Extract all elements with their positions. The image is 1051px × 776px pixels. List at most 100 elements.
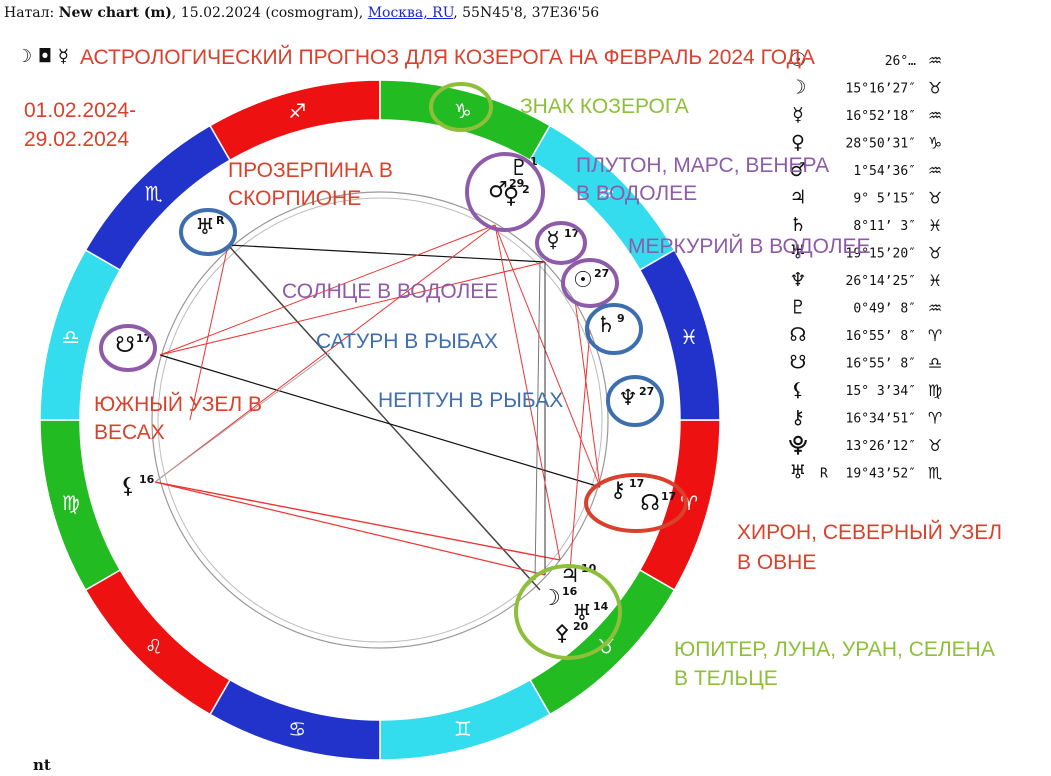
- position-sign-icon: ♏: [928, 464, 942, 483]
- footer-text: nt: [33, 756, 51, 774]
- position-row: ♆ 26°14’25″ ♓: [789, 269, 942, 291]
- city-link[interactable]: Москва, RU: [367, 5, 454, 21]
- position-row: ♂ 1°54’36″ ♒: [789, 159, 942, 181]
- position-planet-icon: ♀: [791, 132, 805, 154]
- position-row: ♅ 19°15’20″ ♉: [789, 242, 942, 264]
- venus-icon: ♀: [503, 184, 519, 209]
- planet-chiron[interactable]: ⚷ 17: [610, 477, 644, 503]
- planet-sun[interactable]: ☉ 27: [573, 267, 609, 293]
- position-planet-icon: ♅: [789, 462, 806, 484]
- planet-lilith[interactable]: ⚸ 16: [120, 473, 155, 499]
- position-sign-icon: ♓: [928, 216, 942, 235]
- planet-neptune[interactable]: ♆ 27: [618, 385, 654, 411]
- chiron-degree: 17: [629, 477, 644, 490]
- position-planet-icon: ♄: [789, 214, 806, 236]
- pluto-label-1: ПЛУТОН, МАРС, ВЕНЕРА: [576, 154, 829, 177]
- position-planet-icon: ☋: [790, 352, 807, 374]
- proserpina-degree: R: [216, 214, 225, 227]
- planet-mercury[interactable]: ☿ 17: [546, 227, 579, 253]
- zodiac-glyph-leo-icon: ♌: [145, 634, 163, 658]
- position-value: 9° 5’15″: [853, 192, 916, 207]
- jupiter-icon: ♃: [560, 563, 580, 588]
- inner-circle-inner: [157, 197, 603, 643]
- aspect-line: [154, 481, 546, 576]
- selena-degree: 20: [573, 620, 589, 633]
- position-value: 8°11’ 3″: [853, 219, 916, 234]
- mercury-degree: 17: [564, 227, 579, 240]
- planet-selena[interactable]: ⚴ 20: [554, 620, 589, 646]
- chiron-label-1: ХИРОН, СЕВЕРНЫЙ УЗЕЛ: [737, 520, 1002, 544]
- position-sign-icon: ♉: [928, 244, 942, 263]
- aspect-line: [494, 224, 601, 488]
- lilith-degree: 16: [139, 473, 155, 486]
- uranus-icon: ♅: [572, 601, 592, 626]
- uranus-degree: 14: [593, 600, 609, 613]
- position-sign-icon: ♉: [928, 436, 942, 455]
- sun-label: СОЛНЦЕ В ВОДОЛЕЕ: [282, 280, 498, 303]
- position-value: 19°15’20″: [846, 247, 916, 262]
- position-planet-icon: ♇: [789, 297, 806, 319]
- pluto-degree: 1: [530, 155, 538, 168]
- neptune-degree: 27: [639, 385, 654, 398]
- planet-pluto[interactable]: ♇ 1: [509, 155, 538, 181]
- planet-uranus[interactable]: ♅ 14: [572, 600, 609, 626]
- chiron-node-highlight: [584, 473, 688, 533]
- north-node-icon: ☊: [640, 491, 660, 516]
- position-sign-icon: ♈: [928, 326, 942, 345]
- zodiac-glyph-libra-icon: ♎: [62, 325, 80, 349]
- aspect-line: [154, 352, 331, 483]
- pluto-label-2: В ВОДОЛЕЕ: [576, 182, 697, 205]
- position-row: ☽ 15°16’27″ ♉: [789, 77, 942, 99]
- forecast-title: АСТРОЛОГИЧЕСКИЙ ПРОГНОЗ ДЛЯ КОЗЕРОГА НА …: [80, 45, 815, 69]
- position-sign-icon: ♒: [928, 161, 942, 180]
- planet-moon[interactable]: ☽ 16: [541, 585, 578, 611]
- south-node-highlight: [99, 324, 157, 372]
- planet-south-node[interactable]: ☋ 17: [115, 332, 151, 358]
- position-planet-icon: ♂: [789, 159, 806, 181]
- sun-icon: ☉: [573, 268, 593, 293]
- planet-venus[interactable]: ♀ 2: [503, 183, 530, 209]
- position-row: ☊ 16°55’ 8″ ♈: [790, 324, 943, 346]
- mercury-icon: ☿: [546, 228, 560, 253]
- saturn-degree: 9: [617, 312, 625, 325]
- aspect-line: [159, 224, 496, 356]
- zodiac-glyph-sagittarius-icon: ♐: [288, 99, 306, 123]
- aspect-line: [227, 244, 541, 591]
- capricorn-label: ЗНАК КОЗЕРОГА: [520, 95, 689, 118]
- aspect-line: [189, 244, 229, 421]
- proserpina-icon: ♅: [195, 215, 215, 240]
- aspect-line: [574, 299, 601, 488]
- position-value: 19°43’52″: [846, 467, 916, 482]
- position-sign-icon: ♎: [928, 354, 942, 373]
- toolbar-icons[interactable]: ☽ ◘ ☿: [16, 46, 69, 67]
- zodiac-glyph-aquarius-icon: ♒: [597, 182, 615, 206]
- planet-proserpina[interactable]: ♅ R: [195, 214, 225, 240]
- saturn-icon: ♄: [596, 313, 616, 338]
- position-planet-icon: ♅: [789, 242, 806, 264]
- position-planet-icon: ☿: [792, 104, 804, 126]
- position-row: ♅ R 19°43’52″ ♏: [789, 462, 942, 484]
- zodiac-segment-pisces: [638, 248, 721, 421]
- position-value: 13°26’12″: [846, 439, 916, 454]
- chart-header: Натал: New chart (m), 15.02.2024 (cosmog…: [4, 5, 599, 21]
- planet-saturn[interactable]: ♄ 9: [596, 312, 625, 338]
- mercury-highlight: [535, 221, 587, 265]
- position-row: ☋ 16°55’ 8″ ♎: [790, 352, 943, 374]
- moon-icon: ☽: [541, 586, 561, 611]
- position-sign-icon: ♓: [928, 271, 942, 290]
- neptune-highlight: [606, 375, 664, 427]
- jupiter-label-1: ЮПИТЕР, ЛУНА, УРАН, СЕЛЕНА: [674, 638, 995, 661]
- chart-coords: , 55N45'8, 37E36'56: [453, 5, 600, 21]
- aspect-line: [154, 481, 561, 561]
- mercury-label: МЕРКУРИЙ В ВОДОЛЕЕ: [628, 234, 870, 258]
- zodiac-segment-virgo: [39, 419, 122, 592]
- position-value: 26°…: [885, 54, 916, 69]
- position-value: 16°52’18″: [846, 109, 916, 124]
- planet-north-node[interactable]: ☊ 17: [640, 490, 676, 516]
- position-row: ♃ 9° 5’15″ ♉: [789, 187, 942, 209]
- position-value: 16°34’51″: [846, 412, 916, 427]
- sun-highlight: [561, 258, 619, 308]
- position-planet-icon: ♆: [789, 269, 806, 291]
- planet-mars[interactable]: ♂ 29: [488, 177, 524, 203]
